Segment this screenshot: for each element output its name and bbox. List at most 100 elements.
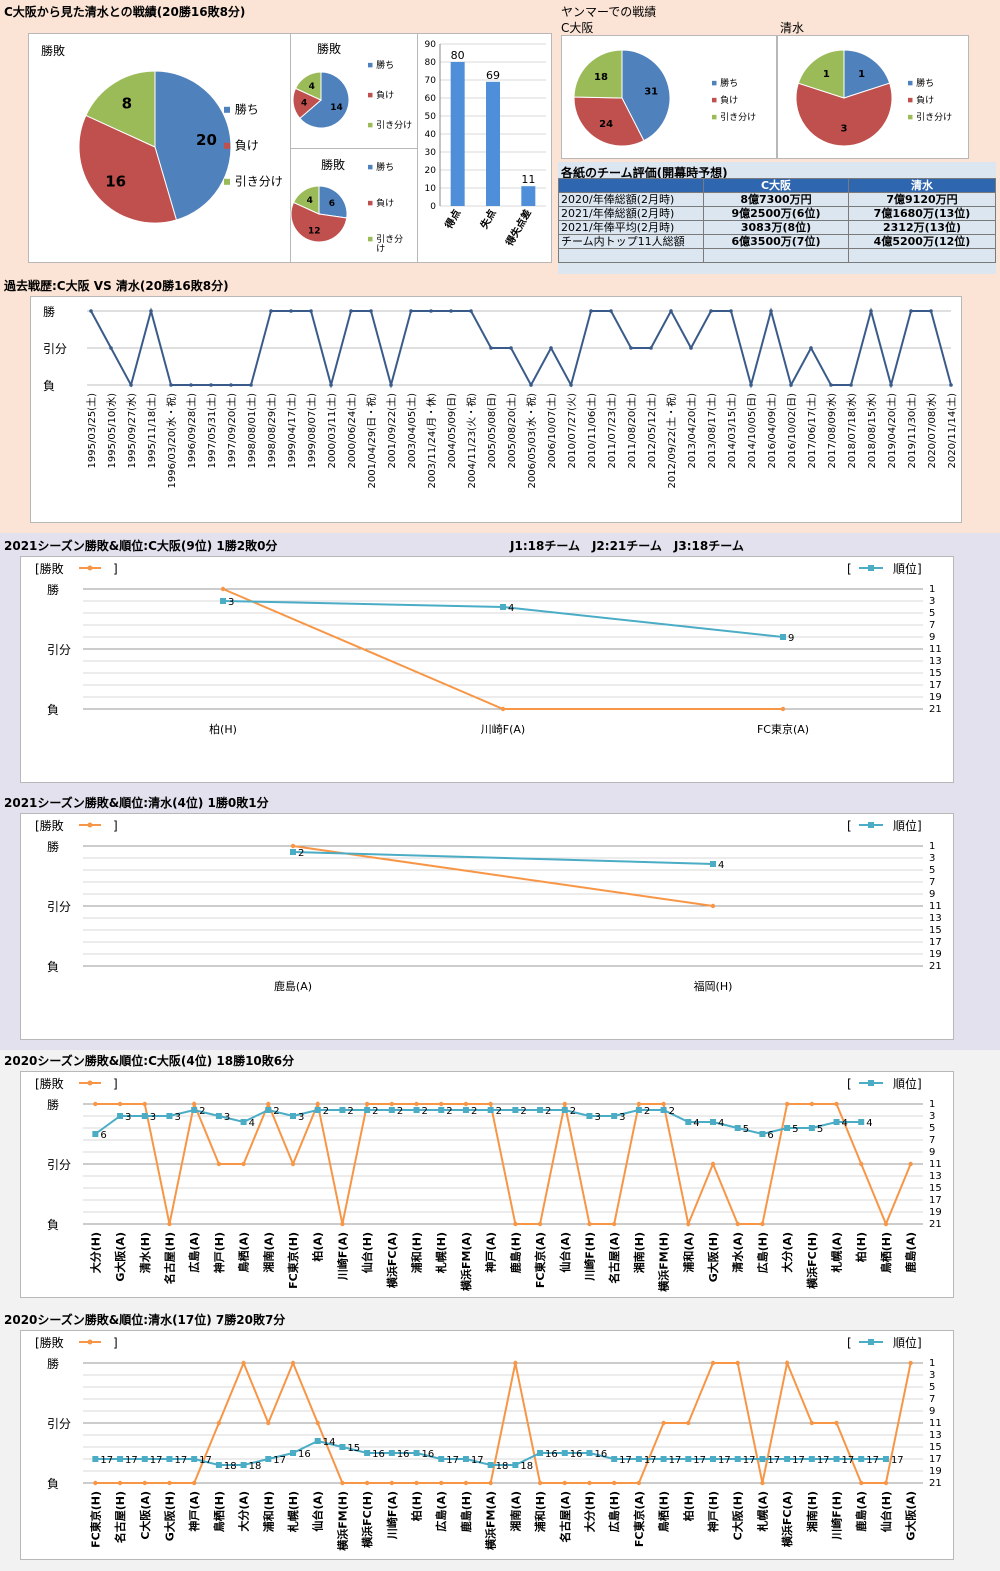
history-point-0 [89, 309, 93, 313]
history-point-7 [229, 383, 233, 387]
history-point-12 [329, 383, 333, 387]
evaluation-row: チーム内トップ11人総額 6億3500万(7位) 4億5200万(12位) [558, 234, 996, 249]
history-date-label-16: 2003/04/05(土) [405, 393, 418, 469]
season-0-result-point-2 [780, 706, 786, 712]
big-pie-legend-swatch-1 [224, 142, 230, 149]
evaluation-cell: 9億2500万(6位) [703, 206, 849, 221]
history-date-label-36: 2017/06/17(土) [805, 393, 818, 469]
history-point-41 [909, 309, 913, 313]
season-3-opponent-label-13: 柏(H) [410, 1491, 424, 1521]
season-3-rank-label-13: 16 [422, 1449, 435, 1460]
season-3-result-point-13 [414, 1480, 419, 1486]
history-point-15 [389, 383, 393, 387]
small-pie1-legend-swatch-1 [368, 92, 373, 98]
season-2-rank-point-9 [314, 1107, 321, 1113]
big-pie-slice-2 [85, 70, 156, 148]
season-3-rank-label-3: 17 [174, 1455, 187, 1466]
history-point-19 [469, 309, 473, 313]
season-2-result-point-7 [266, 1101, 271, 1107]
bar-value-label-0: 80 [451, 49, 465, 62]
evaluation-cell: 7億1680万(13位) [848, 206, 996, 221]
yanmar-shimizu-legend-swatch-0 [908, 80, 913, 86]
big-pie-legend-label-2: 引き分け [235, 174, 283, 188]
season-1-rank-tick-0: 1 [929, 841, 935, 852]
history-point-25 [589, 309, 593, 313]
season-chart-0-title: 2021シーズン勝敗&順位:C大阪(9位) 1勝2敗0分 [4, 539, 278, 553]
season-3-opponent-label-29: 湘南(H) [805, 1491, 819, 1532]
history-date-label-9: 1998/08/29(土) [265, 393, 278, 469]
history-date-label-11: 1999/08/07(土) [305, 393, 318, 469]
season-2-rank-point-23 [660, 1107, 667, 1113]
history-date-label-43: 2020/11/14(土) [945, 393, 958, 469]
season-0-rank-point-0 [220, 598, 226, 604]
bar-value-label-1: 69 [486, 69, 500, 82]
history-point-23 [549, 346, 553, 350]
yanmar-cosaka-legend-label-2: 引き分け [720, 112, 756, 123]
small-pie1-legend-swatch-2 [368, 122, 373, 128]
history-date-label-1: 1995/05/10(水) [106, 393, 118, 469]
season-2-opponent-label-19: 仙台(A) [558, 1232, 572, 1273]
season-3-opponent-label-4: 神戸(A) [187, 1491, 201, 1532]
season-3-result-point-31 [859, 1480, 864, 1486]
season-0-rank-tick-9: 19 [929, 692, 942, 703]
season-2-rank-point-19 [561, 1107, 568, 1113]
season-2-rank-label-13: 2 [422, 1106, 428, 1117]
season-2-rank-label-20: 3 [594, 1112, 600, 1123]
yanmar-cosaka-slice-1 [573, 96, 645, 147]
season-0-legend-result-close: ] [113, 562, 118, 576]
season-2-opponent-label-17: 鹿島(H) [508, 1232, 522, 1273]
season-2-opponent-label-10: 川崎F(A) [335, 1232, 349, 1281]
season-2-rank-tick-4: 9 [929, 1147, 935, 1158]
evaluation-header-row: C大阪 清水 [558, 178, 996, 193]
season-1-result-point-1 [710, 903, 716, 909]
season-3-result-point-4 [191, 1480, 197, 1486]
season-3-result-point-7 [266, 1420, 271, 1426]
yanmar-cosaka-legend-swatch-2 [712, 114, 717, 120]
history-panel: 勝引分負 1995/03/25(土) 1995/05/10(水) 1995/09/27… [30, 296, 962, 523]
season-2-rank-point-21 [611, 1113, 618, 1119]
evaluation-cell: 8億7300万円 [703, 192, 849, 207]
season-3-opponent-label-17: 湘南(A) [508, 1491, 522, 1532]
season-3-rank-label-15: 17 [471, 1455, 484, 1466]
season-2-ylabel-0: 勝 [47, 1097, 59, 1112]
bar-ytick-2: 20 [425, 166, 437, 176]
season-2-opponent-label-12: 横浜FC(A) [385, 1232, 399, 1288]
season-3-rank-point-11 [364, 1450, 371, 1456]
season-2-rank-tick-7: 15 [929, 1183, 942, 1194]
season-3-rank-point-10 [339, 1444, 346, 1450]
season-2-rank-tick-0: 1 [929, 1099, 935, 1110]
season-2-rank-point-28 [784, 1125, 791, 1131]
season-3-rank-point-18 [537, 1450, 544, 1456]
history-date-label-37: 2017/08/09(水) [826, 393, 838, 469]
season-3-rank-label-32: 17 [891, 1455, 904, 1466]
small-pie1-slice-label-0: 14 [330, 103, 343, 113]
season-3-rank-label-18: 16 [545, 1449, 558, 1460]
season-3-rank-label-17: 18 [520, 1461, 533, 1472]
season-2-rank-point-31 [858, 1119, 865, 1125]
season-chart-3-panel: 1 3 5 7 9 11 13 15 17 19 21 勝引分負 [勝敗][順位] 17 17 17 17 17 1… [20, 1330, 954, 1560]
history-point-36 [809, 346, 813, 350]
small-pie2-legend-label-0: 勝ち [376, 161, 394, 173]
pie-divider [291, 148, 418, 149]
season-2-opponent-label-0: 大分(H) [88, 1232, 102, 1273]
yanmar-shimizu-slice-label-1: 3 [841, 124, 848, 135]
yanmar-shimizu-legend-swatch-1 [908, 97, 913, 103]
season-3-rank-point-6 [240, 1462, 247, 1468]
small-pie1-label: 勝敗 [317, 42, 342, 56]
season-0-rank-label-0: 3 [228, 597, 234, 608]
history-date-label-13: 2000/06/24(土) [345, 393, 358, 469]
history-point-13 [349, 309, 353, 313]
evaluation-row: 2021/年俸総額(2月時) 9億2500万(6位) 7億1680万(13位) [558, 206, 996, 221]
season-chart-3-title: 2020シーズン勝敗&順位:清水(17位) 7勝20敗7分 [4, 1313, 286, 1327]
season-3-opponent-label-18: 浦和(H) [533, 1491, 547, 1532]
history-date-label-6: 1997/05/31(土) [205, 393, 218, 469]
season-3-rank-point-8 [290, 1450, 296, 1456]
season-0-ylabel-0: 勝 [47, 582, 59, 597]
evaluation-row [558, 248, 996, 263]
history-date-label-14: 2001/04/29(日・祝) [365, 393, 378, 489]
history-date-label-31: 2013/08/17(土) [705, 393, 718, 469]
season-3-legend-result-close: ] [113, 1336, 118, 1350]
season-3-rank-label-10: 15 [347, 1443, 360, 1454]
season-2-result-point-19 [562, 1101, 567, 1107]
